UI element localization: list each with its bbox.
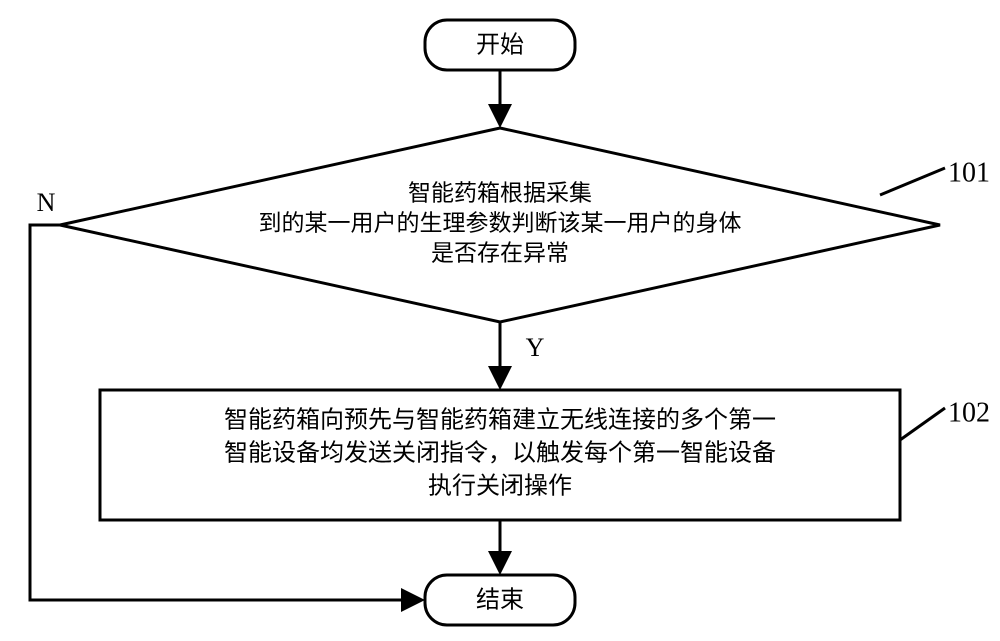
- ref-101-label: 101: [948, 157, 990, 188]
- decision-line-1: 智能药箱根据采集: [408, 180, 592, 205]
- ref-102-line: [900, 408, 945, 440]
- decision-line-3: 是否存在异常: [431, 240, 569, 265]
- decision-node: 智能药箱根据采集 到的某一用户的生理参数判断该某一用户的身体 是否存在异常: [60, 128, 940, 322]
- decision-line-2: 到的某一用户的生理参数判断该某一用户的身体: [259, 210, 742, 235]
- start-label: 开始: [476, 32, 524, 59]
- process-node: 智能药箱向预先与智能药箱建立无线连接的多个第一 智能设备均发送关闭指令，以触发每…: [100, 390, 900, 520]
- ref-101-line: [880, 168, 945, 195]
- edge-y-label: Y: [526, 333, 545, 362]
- process-line-2: 智能设备均发送关闭指令，以触发每个第一智能设备: [224, 440, 776, 467]
- ref-101: 101: [880, 157, 990, 195]
- ref-102: 102: [900, 397, 990, 440]
- start-node: 开始: [425, 20, 575, 70]
- process-line-3: 执行关闭操作: [428, 473, 572, 500]
- end-node: 结束: [425, 575, 575, 625]
- ref-102-label: 102: [948, 397, 990, 428]
- process-line-1: 智能药箱向预先与智能药箱建立无线连接的多个第一: [224, 407, 776, 434]
- flowchart: 开始 智能药箱根据采集 到的某一用户的生理参数判断该某一用户的身体 是否存在异常…: [0, 0, 1000, 641]
- end-label: 结束: [476, 587, 524, 614]
- edge-n-label: N: [37, 188, 56, 217]
